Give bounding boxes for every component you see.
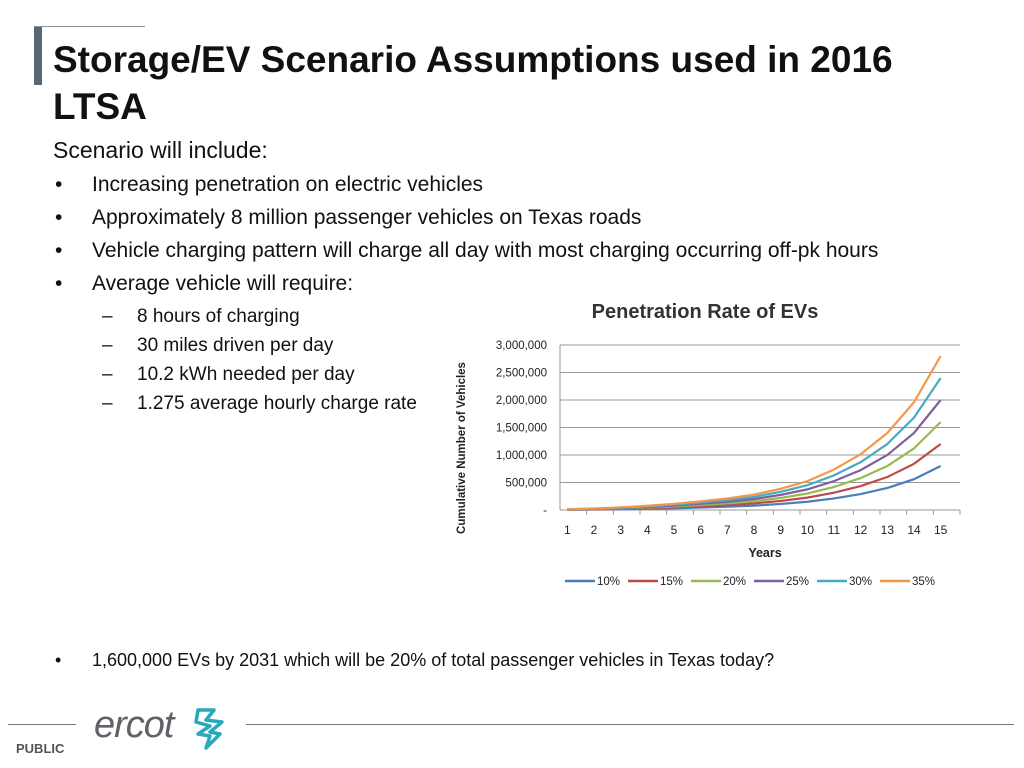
x-tick-label: 11 [828, 523, 841, 537]
sub-bullet-text: 10.2 kWh needed per day [137, 364, 355, 385]
legend-label: 10% [597, 576, 620, 588]
x-tick-label: 5 [671, 523, 678, 537]
x-tick-label: 13 [881, 523, 895, 537]
footer-line-right [246, 724, 1014, 725]
dash-glyph: – [102, 335, 113, 356]
svg-text:ercot: ercot [94, 704, 176, 746]
bullet-text: Approximately 8 million passenger vehicl… [92, 206, 642, 229]
bullet-glyph: • [55, 239, 63, 262]
legend-label: 35% [912, 576, 935, 588]
bullet-glyph: • [55, 173, 63, 196]
slide-title: Storage/EV Scenario Assumptions used in … [53, 39, 893, 127]
ercot-logo: ercot [94, 704, 224, 750]
sub-bullet-text: 30 miles driven per day [137, 335, 334, 356]
sub-bullet-text: 8 hours of charging [137, 306, 300, 327]
bullet-text: Average vehicle will require: [92, 272, 354, 295]
y-axis-label: Cumulative Number of Vehicles [456, 362, 468, 534]
bullet-text: Increasing penetration on electric vehic… [92, 173, 484, 196]
x-tick-label: 7 [724, 523, 731, 537]
x-tick-label: 10 [801, 523, 815, 537]
legend-label: 15% [660, 576, 683, 588]
x-tick-label: 6 [697, 523, 704, 537]
footer-line-left [8, 724, 76, 725]
x-tick-label: 15 [934, 523, 948, 537]
bullet-glyph: • [55, 206, 63, 229]
bullet-glyph: • [55, 272, 63, 295]
x-tick-label: 1 [564, 523, 571, 537]
x-tick-label: 14 [907, 523, 921, 537]
y-tick-label: - [543, 505, 547, 517]
series-line-35pct [567, 355, 942, 511]
ev-penetration-chart: Penetration Rate of EVs Cumulative Numbe… [456, 301, 961, 588]
title-accent-bar [34, 27, 42, 85]
ercot-bolt-icon [194, 708, 224, 750]
sub-bullet-text: 1.275 average hourly charge rate [137, 393, 417, 414]
x-tick-label: 12 [854, 523, 868, 537]
legend-label: 30% [849, 576, 872, 588]
x-axis-label: Years [748, 546, 781, 560]
legend-label: 25% [786, 576, 809, 588]
dash-glyph: – [102, 306, 113, 327]
dash-glyph: – [102, 364, 113, 385]
legend-label: 20% [723, 576, 746, 588]
x-tick-label: 4 [644, 523, 651, 537]
y-tick-label: 500,000 [505, 478, 547, 490]
bullet-text: 1,600,000 EVs by 2031 which will be 20% … [92, 650, 775, 670]
x-tick-label: 9 [777, 523, 784, 537]
bullet-text: Vehicle charging pattern will charge all… [92, 239, 879, 262]
chart-title: Penetration Rate of EVs [592, 301, 819, 323]
sub-bullet-item: – 1.275 average hourly charge rate [102, 393, 417, 415]
sub-bullet-item: – 30 miles driven per day [102, 335, 333, 357]
y-tick-label: 2,000,000 [496, 395, 547, 407]
y-tick-label: 1,000,000 [496, 450, 547, 462]
x-tick-label: 8 [751, 523, 758, 537]
sub-bullet-item: – 10.2 kWh needed per day [102, 364, 355, 386]
y-tick-label: 2,500,000 [496, 368, 547, 380]
bullet-glyph: • [55, 650, 62, 670]
y-tick-label: 1,500,000 [496, 423, 547, 435]
x-tick-label: 2 [591, 523, 598, 537]
intro-text: Scenario will include: [53, 137, 268, 163]
sub-bullet-item: – 8 hours of charging [102, 306, 300, 328]
y-tick-label: 3,000,000 [496, 340, 547, 352]
title-accent-line [34, 26, 145, 27]
classification-label: PUBLIC [16, 741, 65, 756]
dash-glyph: – [102, 393, 113, 414]
x-tick-label: 3 [617, 523, 624, 537]
